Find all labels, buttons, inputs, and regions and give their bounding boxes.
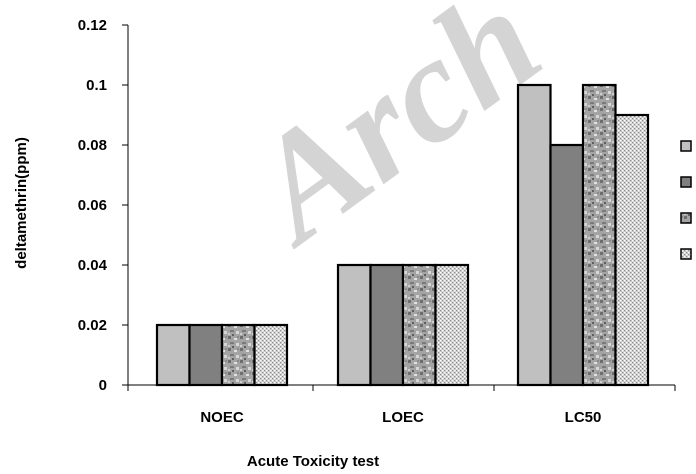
bar-loec-series-2 (369, 263, 405, 387)
legend-swatch-series-3 (680, 212, 692, 224)
y-tick-label: 0.12 (78, 17, 107, 34)
bar-noec-series-4 (253, 323, 289, 387)
y-tick-label: 0 (99, 377, 107, 394)
bar-noec-series-2 (188, 323, 224, 387)
bar-loec-series-4 (434, 263, 470, 387)
watermark-text: Arch (215, 0, 569, 276)
legend-swatch-series-1 (680, 140, 692, 152)
x-tick-label: NOEC (200, 409, 244, 426)
y-tick-label: 0.08 (78, 137, 107, 154)
x-axis-title: Acute Toxicity test (247, 453, 379, 470)
x-tick-label: LOEC (382, 409, 424, 426)
x-tick-label: LC50 (565, 409, 602, 426)
bar-lc50-series-3 (581, 83, 617, 387)
bar-lc50-series-1 (516, 83, 552, 387)
bar-loec-series-3 (401, 263, 437, 387)
bar-lc50-series-4 (614, 113, 650, 387)
y-axis-title: deltamethrin(ppm) (13, 137, 30, 269)
bar-noec-series-3 (220, 323, 256, 387)
bar-noec-series-1 (155, 323, 191, 387)
legend-swatch-series-2 (680, 176, 692, 188)
y-tick-label: 0.02 (78, 317, 107, 334)
y-tick-label: 0.1 (86, 77, 107, 94)
y-tick-label: 0.04 (78, 257, 108, 274)
bar-lc50-series-2 (549, 143, 585, 387)
legend-swatch-series-4 (680, 248, 692, 260)
y-tick-label: 0.06 (78, 197, 107, 214)
bar-loec-series-1 (336, 263, 372, 387)
